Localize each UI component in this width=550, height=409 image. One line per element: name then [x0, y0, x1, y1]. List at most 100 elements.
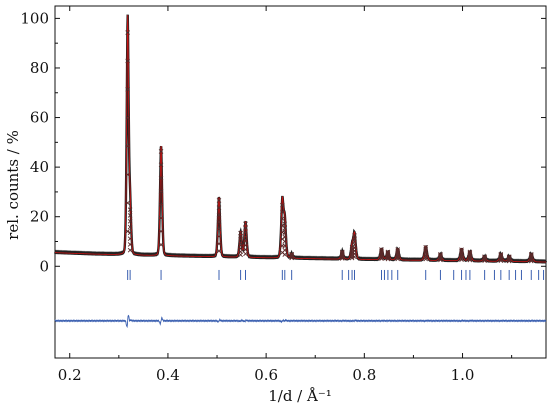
x-axis: 0.2 0.4 0.6 0.8 1.0 — [58, 6, 513, 384]
observed-marker — [528, 253, 534, 258]
observed-marker — [127, 247, 133, 253]
observed-marker — [243, 251, 248, 257]
observed-marker — [423, 244, 429, 250]
observed-marker — [423, 256, 429, 262]
x-axis-label: 1/d / Å⁻¹ — [268, 387, 332, 405]
observed-marker — [438, 253, 443, 259]
observed-marker — [216, 219, 222, 225]
observed-marker — [127, 230, 133, 236]
observed-marker — [339, 251, 345, 257]
observed-marker — [280, 216, 285, 222]
observed-marker — [282, 230, 288, 235]
observed-marker — [125, 229, 130, 234]
observed-marker — [282, 239, 288, 244]
x-tick-label: 0.2 — [58, 366, 82, 384]
observed-marker — [127, 242, 133, 247]
y-axis: 0 20 40 60 80 100 — [20, 9, 546, 275]
observed-marker — [467, 250, 473, 256]
observed-marker — [423, 246, 429, 252]
y-axis-label: rel. counts / % — [4, 130, 22, 240]
observed-marker — [158, 229, 164, 234]
observed-marker — [216, 248, 222, 254]
observed-marker — [158, 202, 164, 208]
observed-marker — [243, 238, 248, 244]
observed-marker — [528, 252, 534, 257]
observed-marker — [243, 230, 248, 235]
x-tick-label: 0.6 — [254, 366, 278, 384]
observed-marker — [243, 234, 248, 240]
observed-marker — [127, 213, 133, 218]
observed-marker — [498, 252, 504, 258]
observed-marker — [158, 175, 164, 181]
observed-marker — [158, 242, 164, 247]
observed-marker — [423, 255, 429, 260]
observed-marker — [125, 115, 130, 121]
observed-marker — [282, 221, 288, 227]
observed-marker — [243, 247, 248, 252]
observed-marker — [379, 247, 384, 252]
observed-marker — [423, 253, 429, 258]
observed-marker — [280, 209, 285, 215]
observed-marker — [282, 234, 288, 240]
y-tick-label: 40 — [30, 158, 49, 176]
observed-marker — [459, 247, 464, 252]
observed-marker — [438, 251, 443, 257]
observed-marker — [158, 189, 164, 194]
observed-marker — [528, 253, 534, 259]
difference-series-line — [54, 314, 547, 329]
observed-marker — [438, 252, 443, 258]
x-tick-label: 0.8 — [352, 366, 376, 384]
observed-marker — [339, 249, 345, 255]
observed-marker — [238, 230, 243, 236]
observed-marker — [459, 248, 464, 254]
observed-marker — [243, 221, 248, 227]
observed-marker — [395, 247, 401, 252]
observed-marker — [127, 224, 133, 230]
x-tick-label: 0.4 — [156, 366, 180, 384]
plot-frame — [54, 5, 547, 359]
observed-marker — [216, 234, 222, 239]
observed-marker — [243, 242, 248, 248]
observed-marker — [127, 218, 133, 224]
observed-marker — [282, 225, 288, 231]
series-layer — [53, 14, 548, 329]
y-tick-label: 0 — [39, 257, 49, 275]
y-tick-label: 100 — [20, 9, 49, 27]
observed-marker — [125, 200, 130, 206]
observed-marker — [498, 252, 504, 257]
observed-marker — [158, 215, 164, 221]
observed-marker — [158, 162, 164, 168]
observed-marker — [158, 149, 164, 154]
observed-marker — [339, 250, 345, 256]
y-tick-label: 20 — [30, 208, 49, 226]
observed-marker — [482, 254, 487, 259]
observed-marker — [467, 249, 473, 255]
calculated-series-line — [54, 14, 547, 263]
observed-marker — [423, 249, 429, 255]
observed-marker — [216, 205, 222, 210]
observed-marker — [423, 251, 429, 257]
observed-marker — [216, 241, 222, 247]
y-tick-label: 60 — [30, 109, 49, 127]
observed-marker — [125, 30, 130, 35]
observed-marker — [243, 225, 248, 231]
observed-marker — [282, 247, 288, 253]
observed-marker — [280, 202, 285, 208]
observed-marker — [125, 87, 130, 92]
observed-marker — [289, 251, 294, 257]
observed-marker — [282, 252, 288, 257]
observed-marker — [423, 248, 429, 253]
observed-marker — [127, 207, 133, 213]
observed-marker — [125, 58, 130, 64]
observed-marker — [282, 243, 288, 249]
observed-marker — [125, 172, 130, 177]
observed-marker — [216, 198, 222, 203]
observed-marker — [352, 233, 357, 238]
observed-marker — [379, 248, 384, 254]
observed-marker — [125, 143, 130, 149]
observed-marker — [498, 253, 504, 259]
x-tick-label: 1.0 — [451, 366, 475, 384]
observed-marker — [216, 212, 222, 218]
